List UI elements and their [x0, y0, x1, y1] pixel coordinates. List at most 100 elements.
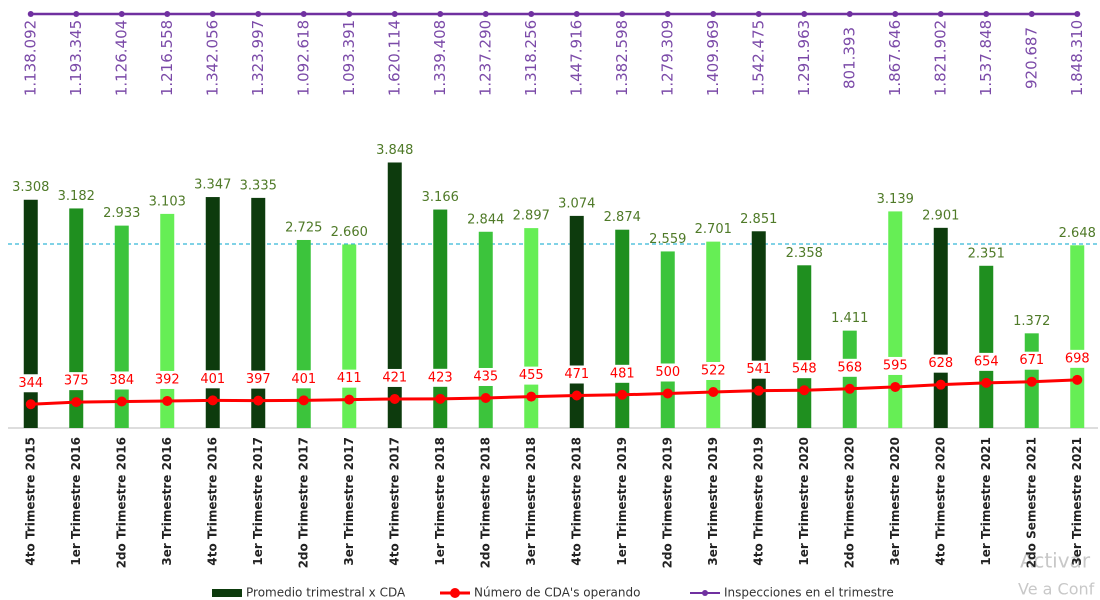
bar	[842, 330, 857, 428]
line-marker	[344, 394, 355, 405]
line-marker	[710, 11, 717, 17]
bar	[23, 199, 38, 428]
data-label: 1.093.391	[340, 20, 358, 96]
watermark: Ve a Conf	[1018, 580, 1095, 599]
x-tick-label: 3er Trimestre 2016	[160, 437, 174, 566]
label-background	[740, 360, 777, 379]
label-background	[922, 354, 959, 373]
data-label: 401	[200, 372, 225, 387]
data-label: 522	[701, 363, 726, 378]
line-marker	[755, 11, 762, 17]
line-marker	[708, 386, 719, 397]
x-tick-label: 1er Trimestre 2020	[797, 437, 811, 566]
label-background	[558, 365, 595, 384]
x-tick-label: 2do Trimestre 2016	[114, 437, 128, 568]
legend-swatch	[450, 588, 460, 598]
data-label: 384	[109, 373, 134, 388]
label-background	[968, 352, 1005, 371]
bar	[706, 241, 721, 428]
label-background	[1013, 351, 1050, 370]
bar	[888, 211, 903, 428]
line-marker	[346, 11, 353, 17]
x-tick-label: 4to Trimestre 2017	[387, 437, 401, 566]
line-marker	[1026, 376, 1037, 387]
data-label: 3.166	[422, 190, 459, 205]
line-marker	[844, 383, 855, 394]
line-marker	[799, 385, 810, 396]
data-label: 423	[428, 370, 453, 385]
line-marker	[162, 395, 173, 406]
line-marker	[207, 395, 218, 406]
legend-swatch	[702, 590, 708, 596]
data-label: 698	[1065, 351, 1090, 366]
line-marker	[571, 390, 582, 401]
label-background	[695, 361, 732, 380]
legend-label: Número de CDA's operando	[474, 586, 640, 600]
label-background	[376, 368, 413, 387]
data-label: 1.382.598	[613, 20, 631, 96]
line	[30, 378, 1078, 406]
data-label: 392	[155, 372, 180, 387]
x-tick-label: 4to Trimestre 2018	[569, 437, 583, 566]
data-label: 628	[928, 356, 953, 371]
data-label: 568	[837, 360, 862, 375]
data-label: 471	[564, 367, 589, 382]
data-label: 435	[473, 369, 498, 384]
line-marker	[298, 395, 309, 406]
x-tick-label: 1er Trimestre 2021	[979, 437, 993, 566]
x-tick-label: 3er Trimestre 2020	[888, 437, 902, 566]
x-tick-label: 3er Trimestre 2017	[342, 437, 356, 566]
data-label: 1.092.618	[294, 20, 312, 96]
data-label: 2.660	[331, 225, 368, 240]
line-marker	[892, 11, 899, 17]
line-marker	[526, 391, 537, 402]
data-label: 3.074	[558, 196, 595, 211]
line-marker	[890, 381, 901, 392]
data-label: 3.308	[12, 180, 49, 195]
label-background	[467, 367, 504, 386]
x-tick-label: 3er Trimestre 2019	[706, 437, 720, 566]
data-label: 1.291.963	[795, 20, 813, 96]
x-tick-label: 4to Trimestre 2015	[23, 437, 37, 566]
bar	[979, 265, 994, 428]
data-label: 411	[337, 371, 362, 386]
line-marker	[73, 11, 80, 17]
data-label: 801.393	[840, 27, 858, 89]
x-tick-label: 2do Semestre 2021	[1024, 437, 1038, 568]
data-label: 654	[974, 354, 999, 369]
data-label: 1.447.916	[567, 20, 585, 96]
line-marker	[480, 392, 491, 403]
data-label: 401	[291, 372, 316, 387]
data-label: 1.537.848	[977, 20, 995, 96]
line-marker	[71, 397, 82, 408]
data-label: 1.372	[1013, 314, 1050, 329]
label-background	[103, 371, 140, 390]
data-label: 500	[655, 365, 680, 380]
x-tick-label: 1er Trimestre 2017	[251, 437, 265, 566]
data-label: 2.897	[513, 209, 550, 224]
line-marker	[391, 11, 398, 17]
data-label: 548	[792, 362, 817, 377]
line-marker	[753, 385, 764, 396]
data-label: 344	[18, 376, 43, 391]
line-marker	[255, 11, 262, 17]
data-label: 421	[382, 370, 407, 385]
x-tick-label: 2do Trimestre 2019	[660, 437, 674, 568]
label-background	[149, 370, 186, 389]
line-marker	[1074, 11, 1081, 17]
data-label: 397	[246, 372, 271, 387]
data-label: 1.542.475	[749, 20, 767, 96]
data-label: 1.193.345	[67, 20, 85, 96]
data-label: 920.687	[1022, 27, 1040, 89]
bar	[387, 162, 402, 428]
line-marker	[435, 393, 446, 404]
data-label: 3.103	[149, 194, 186, 209]
x-tick-label: 2do Trimestre 2020	[842, 437, 856, 568]
bar	[1070, 245, 1085, 428]
x-tick-label: 4to Trimestre 2019	[751, 437, 765, 566]
data-label: 2.701	[695, 222, 732, 237]
x-tick-label: 2do Trimestre 2018	[478, 437, 492, 568]
data-label: 2.933	[103, 206, 140, 221]
line-marker	[983, 11, 990, 17]
data-label: 541	[746, 362, 771, 377]
